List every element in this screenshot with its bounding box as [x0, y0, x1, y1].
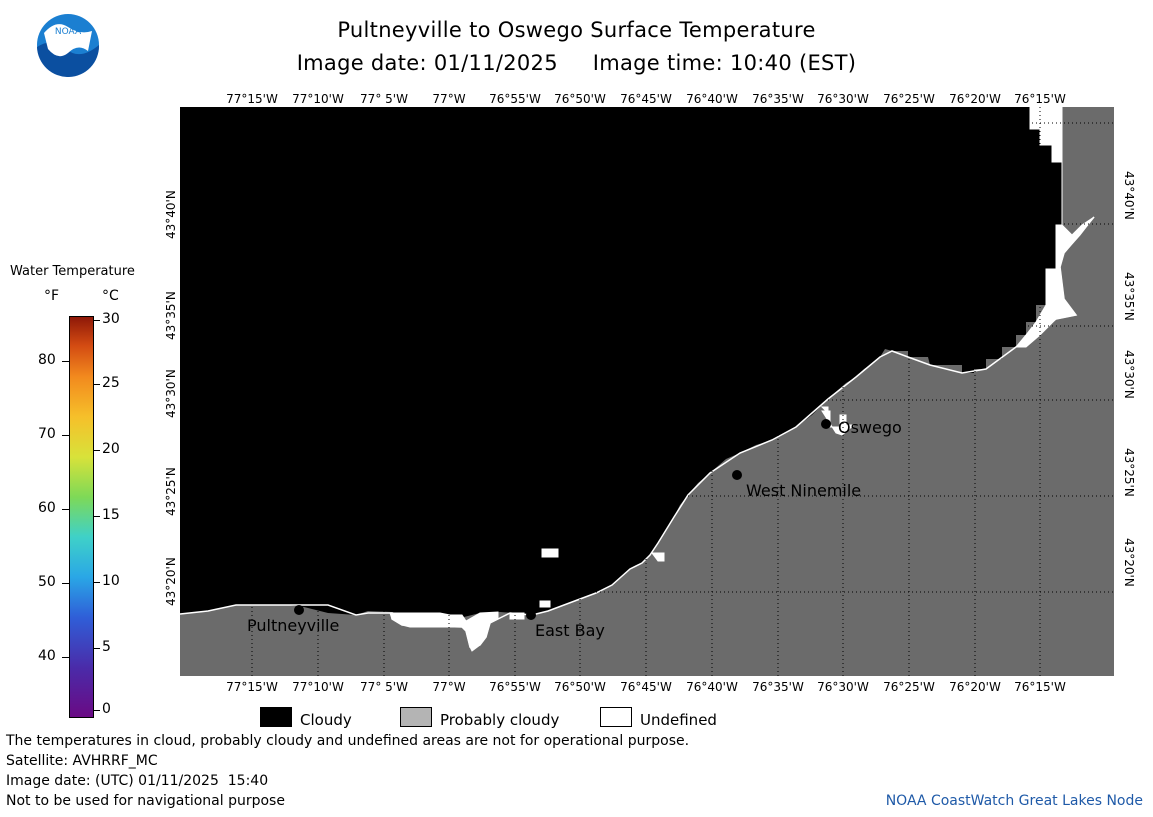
latitude-label: 43°40'N	[1122, 171, 1136, 220]
cloud-area	[180, 107, 1062, 617]
marker-pultneyville	[294, 605, 304, 615]
label-east-bay: East Bay	[535, 621, 605, 640]
disclaimer-text: The temperatures in cloud, probably clou…	[6, 733, 690, 749]
latitude-label: 43°20'N	[1122, 538, 1136, 587]
latitude-label: 43°25'N	[164, 467, 178, 516]
longitude-label: 77°15'W	[226, 680, 278, 694]
water-temperature-title: Water Temperature	[10, 264, 135, 279]
longitude-label: 76°45'W	[620, 680, 672, 694]
celsius-tick: 15	[102, 507, 120, 523]
tick-mark	[93, 450, 100, 451]
longitude-label: 76°20'W	[949, 680, 1001, 694]
tick-mark	[62, 361, 69, 362]
longitude-label: 76°30'W	[817, 92, 869, 106]
credit-text: NOAA CoastWatch Great Lakes Node	[885, 793, 1143, 809]
label-pultneyville: Pultneyville	[247, 616, 340, 635]
color-scale-bar	[69, 316, 94, 718]
tick-mark	[93, 710, 100, 711]
longitude-label: 77°10'W	[292, 680, 344, 694]
longitude-label: 77°10'W	[292, 92, 344, 106]
longitude-label: 76°55'W	[489, 92, 541, 106]
celsius-tick: 10	[102, 573, 120, 589]
longitude-label: 77°15'W	[226, 92, 278, 106]
longitude-label: 77° 5'W	[360, 680, 408, 694]
longitude-label: 76°35'W	[752, 680, 804, 694]
tick-mark	[93, 384, 100, 385]
fahrenheit-tick: 80	[38, 352, 56, 368]
longitude-label: 76°40'W	[686, 92, 738, 106]
celsius-tick: 20	[102, 441, 120, 457]
latitude-label: 43°40'N	[164, 190, 178, 239]
longitude-label: 76°15'W	[1014, 680, 1066, 694]
coastline	[179, 216, 1095, 648]
tick-mark	[93, 516, 100, 517]
tick-mark	[62, 657, 69, 658]
fahrenheit-tick: 70	[38, 426, 56, 442]
tick-mark	[93, 582, 100, 583]
longitude-label: 76°25'W	[883, 680, 935, 694]
fahrenheit-tick: 60	[38, 500, 56, 516]
longitude-label: 76°35'W	[752, 92, 804, 106]
latitude-label: 43°30'N	[164, 369, 178, 418]
longitude-label: 76°25'W	[883, 92, 935, 106]
longitude-label: 76°40'W	[686, 680, 738, 694]
latitude-label: 43°35'N	[164, 291, 178, 340]
tick-mark	[62, 583, 69, 584]
longitude-label: 77°W	[432, 92, 466, 106]
celsius-tick: 5	[102, 639, 111, 655]
longitude-label: 76°30'W	[817, 680, 869, 694]
label-west-ninemile: West Ninemile	[746, 481, 862, 500]
legend-label-undefined: Undefined	[640, 711, 717, 729]
latitude-label: 43°25'N	[1122, 448, 1136, 497]
latitude-label: 43°35'N	[1122, 272, 1136, 321]
longitude-label: 77°W	[432, 680, 466, 694]
utc-date-text: Image date: (UTC) 01/11/2025 15:40	[6, 773, 269, 789]
navigation-warning: Not to be used for navigational purpose	[6, 793, 285, 809]
image-datetime: Image date: 01/11/2025 Image time: 10:40…	[296, 51, 857, 75]
celsius-tick: 30	[102, 311, 120, 327]
tick-mark	[93, 648, 100, 649]
fahrenheit-tick: 50	[38, 574, 56, 590]
tick-mark	[62, 509, 69, 510]
noaa-logo-icon: NOAA	[36, 13, 100, 78]
legend-swatch-cloudy	[260, 707, 292, 727]
label-oswego: Oswego	[838, 418, 902, 437]
celsius-tick: 25	[102, 375, 120, 391]
latitude-label: 43°30'N	[1122, 350, 1136, 399]
longitude-label: 76°50'W	[554, 680, 606, 694]
marker-west-ninemile	[732, 470, 742, 480]
longitude-label: 76°50'W	[554, 92, 606, 106]
unit-celsius: °C	[102, 288, 119, 304]
celsius-tick: 0	[102, 701, 111, 717]
legend-swatch-probably-cloudy	[400, 707, 432, 727]
longitude-label: 76°15'W	[1014, 92, 1066, 106]
longitude-label: 76°20'W	[949, 92, 1001, 106]
longitude-label: 76°55'W	[489, 680, 541, 694]
map-panel: Pultneyville East Bay West Ninemile Oswe…	[179, 106, 1114, 676]
tick-mark	[62, 435, 69, 436]
legend-swatch-undefined	[600, 707, 632, 727]
place-markers	[294, 419, 831, 620]
map-svg	[179, 106, 1114, 676]
satellite-text: Satellite: AVHRRF_MC	[6, 753, 158, 769]
graticule	[180, 107, 1114, 676]
latitude-label: 43°20'N	[164, 557, 178, 606]
page-title: Pultneyville to Oswego Surface Temperatu…	[337, 18, 816, 42]
unit-fahrenheit: °F	[44, 288, 60, 304]
longitude-label: 77° 5'W	[360, 92, 408, 106]
marker-east-bay	[526, 610, 536, 620]
noaa-logo-text: NOAA	[55, 27, 82, 37]
tick-mark	[93, 320, 100, 321]
legend-label-cloudy: Cloudy	[300, 711, 352, 729]
marker-oswego	[821, 419, 831, 429]
legend-label-probably-cloudy: Probably cloudy	[440, 711, 560, 729]
longitude-label: 76°45'W	[620, 92, 672, 106]
fahrenheit-tick: 40	[38, 648, 56, 664]
